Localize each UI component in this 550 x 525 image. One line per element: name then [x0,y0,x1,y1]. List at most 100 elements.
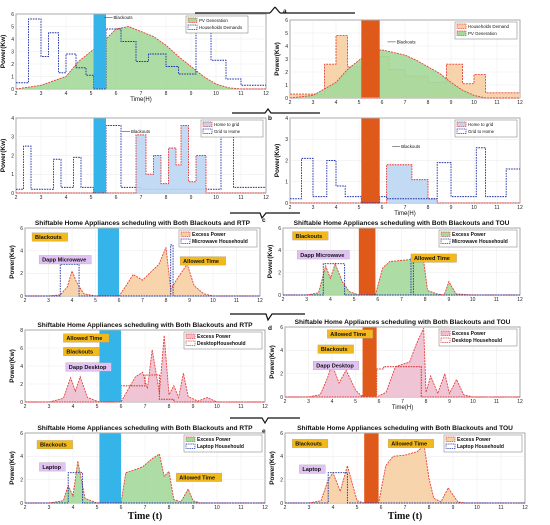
x-tick-label: 6 [120,505,123,511]
tag-box [410,253,457,263]
y-tick-label: 0 [20,400,23,406]
legend-box [454,21,518,40]
x-tick-label: 2 [24,505,27,511]
y-tick-label: 6 [20,226,23,232]
x-axis-label: Time(H) [394,211,415,217]
tag-label: Blackouts [40,443,67,449]
legend-entry: Excess Power [452,232,486,238]
chart-a1: 2 3 4 5 6 7 8 9 10 11 120123456Power(Kw)Time(H)PV … [0,12,269,103]
panel-label-b: b [268,115,272,122]
tag-box [65,362,112,372]
y-tick-label: 6 [285,18,288,24]
chart-title: Shiftable Home Appliances scheduling wit… [35,220,251,227]
legend-box [454,119,518,138]
series-line [285,444,525,504]
y-tick-label: 2 [285,70,288,76]
legend-entry: Excess Power [452,331,486,337]
x-tick-label: 9 [188,298,191,304]
x-tick-label: 9 [192,404,195,410]
tag-box [299,464,326,474]
x-tick-label: 9 [452,505,455,511]
blackout-band [362,327,377,397]
legend-entry: Laptop Househould [197,444,244,450]
x-tick-label: 6 [120,404,123,410]
x-tick-label: 3 [40,195,43,201]
series-area [285,328,520,397]
y-tick-label: 2 [11,62,14,68]
series-area [16,125,266,193]
x-tick-label: 12 [263,91,269,97]
x-tick-label: 4 [65,195,68,201]
tag-box [179,256,226,266]
y-axis-label: Power(Kw) [267,245,274,279]
y-axis-label: Power(Kw) [269,345,276,379]
y-axis-label: Power(Kw) [269,451,276,485]
panel-label-a: a [283,8,287,15]
x-axis-label: Time(H) [130,97,151,103]
x-tick-label: 8 [425,399,428,405]
y-tick-label: 4 [280,348,283,354]
x-tick-label: 8 [168,404,171,410]
tag-box [313,361,359,370]
y-tick-label: 0 [278,293,281,299]
x-tick-label: 3 [312,100,315,106]
tag-box [36,440,73,450]
x-axis-label: Time (t) [388,511,423,522]
x-tick-label: 12 [257,298,263,304]
chart-title: Shiftable Home Appliances scheduling wit… [297,425,513,432]
tag-box [38,255,92,265]
y-axis-label: Power(Kw) [0,35,7,69]
x-tick-label: 10 [214,505,220,511]
x-tick-label: 6 [378,399,381,405]
x-tick-label: 4 [71,298,74,304]
x-tick-label: 5 [96,404,99,410]
y-tick-label: 4 [280,454,283,460]
legend-swatch [185,333,196,339]
chart-d1: Shiftable Home Appliances scheduling wit… [9,322,268,410]
tag-box [327,329,374,339]
legend-entry: Excess Power [457,437,491,443]
y-tick-label: 4 [20,454,23,460]
x-tick-label: 3 [312,205,315,211]
x-tick-label: 2 [284,505,287,511]
x-tick-label: 9 [190,195,193,201]
y-tick-label: 2 [11,153,14,159]
x-tick-label: 2 [15,195,18,201]
y-tick-label: 4 [285,44,288,50]
blackout-band [361,118,380,203]
legend-entry: PV Generation [468,31,497,36]
y-tick-label: 2 [20,477,23,483]
x-tick-label: 12 [517,297,523,303]
x-tick-label: 11 [238,195,243,201]
y-tick-label: 1 [285,83,288,89]
y-tick-label: 4 [20,364,23,370]
chart-e2: Shiftable Home Appliances scheduling wit… [269,425,528,522]
x-tick-label: 5 [96,505,99,511]
tag-label: Blackouts [66,350,93,356]
legend-entry: Grid to Home [468,129,495,134]
y-tick-label: 3 [285,137,288,143]
legend-entry: Desktop Househould [452,338,502,344]
x-tick-label: 12 [517,205,523,211]
series-area [290,164,520,203]
x-tick-label: 12 [262,404,268,410]
x-tick-label: 3 [40,91,43,97]
x-tick-label: 11 [238,404,243,410]
chart-title: Shiftable Home Appliances scheduling wit… [37,322,253,329]
x-tick-label: 6 [115,91,118,97]
chart-a2: 2 3 4 5 6 7 8 9 10 11 120123456Power(Kw)Households… [274,18,523,106]
legend-entry: Excess Power [192,232,226,238]
series-area [283,254,520,295]
series-line [16,18,266,90]
legend-box [183,434,263,453]
x-tick-label: 10 [471,205,477,211]
x-tick-label: 7 [400,297,403,303]
y-tick-label: 0 [20,294,23,300]
x-tick-label: 7 [144,404,147,410]
y-axis-label: Power(Kw) [9,245,16,279]
legend-box [185,15,249,34]
legend-swatch [456,30,467,36]
x-tick-label: 10 [470,399,476,405]
tag-label: Laptop [42,465,61,471]
